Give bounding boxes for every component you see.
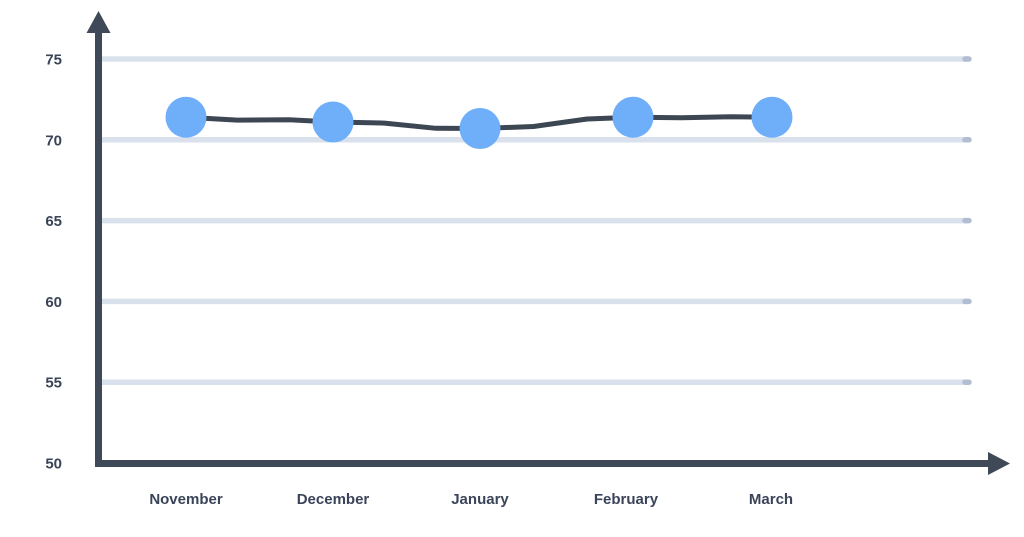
x-axis-category-label: December [297,491,370,508]
x-axis-arrow-icon [988,452,1010,475]
y-axis-tick-label: 60 [45,294,62,311]
x-axis-category-label: February [594,491,659,508]
data-point-january [459,108,501,149]
data-point-december [312,101,354,143]
y-axis-tick-label: 55 [45,375,62,392]
x-axis-category-label: November [149,491,223,508]
y-axis-tick-label: 50 [45,456,62,473]
y-axis-tick-label: 65 [45,213,62,230]
data-point-february [612,96,654,138]
y-axis-tick-label: 75 [45,52,62,69]
x-axis-category-label: March [749,491,793,508]
x-axis-category-label: January [451,491,509,508]
data-point-march [751,96,793,138]
data-point-november [165,96,207,138]
y-axis-tick-label: 70 [45,132,62,149]
y-axis-arrow-icon [86,11,111,33]
